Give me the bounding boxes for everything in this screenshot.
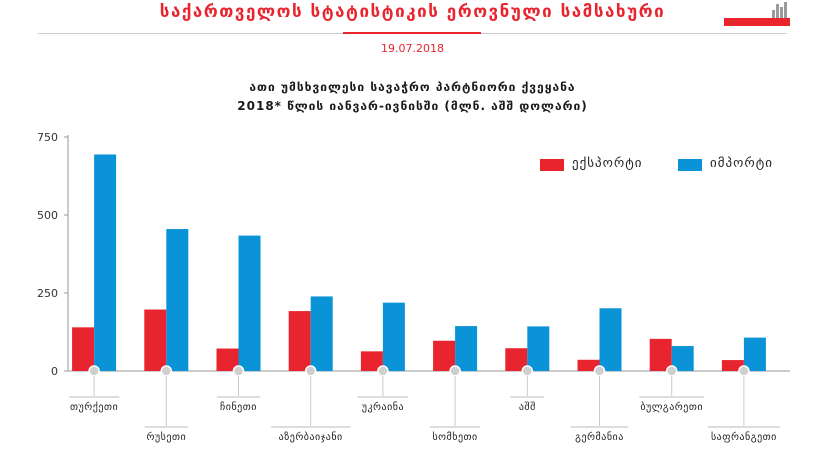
category-label: ჩინეთი bbox=[220, 401, 257, 413]
category-marker bbox=[88, 365, 100, 377]
category-label: სომხეთი bbox=[432, 431, 477, 443]
header-divider-right bbox=[481, 33, 787, 34]
bar-export bbox=[649, 338, 672, 371]
legend-swatch-export bbox=[540, 159, 564, 171]
category-marker bbox=[232, 365, 245, 377]
legend-label-export: ექსპორტი bbox=[572, 156, 643, 171]
bar-import bbox=[455, 326, 478, 371]
category-label: უკრაინა bbox=[362, 401, 404, 413]
bar-import bbox=[382, 302, 405, 371]
category-marker bbox=[665, 365, 678, 377]
category-marker bbox=[449, 365, 461, 377]
category-marker bbox=[377, 365, 389, 377]
bar-import bbox=[599, 308, 622, 371]
bar-export bbox=[360, 351, 383, 371]
bar-import bbox=[310, 296, 333, 371]
category-marker bbox=[160, 365, 173, 377]
bar-export bbox=[216, 348, 239, 371]
category-label: აზერბაიჯანი bbox=[279, 431, 343, 443]
category-label: საფრანგეთი bbox=[711, 431, 777, 443]
bar-export bbox=[144, 309, 167, 371]
category-label: გერმანია bbox=[575, 431, 624, 443]
category-marker bbox=[304, 365, 317, 377]
geostat-logo bbox=[724, 2, 790, 26]
bar-import bbox=[238, 235, 261, 371]
chart-title: ათი უმსხვილესი სავაჭრო პარტნიორი ქვეყანა bbox=[249, 80, 576, 94]
bar-import bbox=[743, 337, 766, 371]
chart-subtitle: 2018* წლის იანვარ-ივნისში (მლნ. აშშ დოლა… bbox=[237, 99, 588, 113]
legend-label-import: იმპორტი bbox=[710, 156, 773, 171]
category-marker bbox=[593, 365, 606, 377]
y-tick-label: 500 bbox=[37, 209, 58, 222]
bar-export bbox=[433, 340, 456, 371]
bar-export bbox=[72, 327, 95, 371]
y-tick-label: 0 bbox=[51, 365, 58, 378]
bar-export bbox=[577, 359, 600, 371]
header-divider-left bbox=[38, 33, 343, 34]
category-label: აშშ bbox=[519, 401, 536, 413]
bar-import bbox=[166, 229, 189, 371]
legend-swatch-import bbox=[678, 159, 702, 171]
bar-export bbox=[505, 348, 528, 371]
category-label: რუსეთი bbox=[146, 431, 186, 443]
y-tick-label: 250 bbox=[37, 287, 58, 300]
category-label: ბულგარეთი bbox=[640, 401, 703, 413]
category-marker bbox=[521, 365, 534, 377]
header-date: 19.07.2018 bbox=[381, 42, 444, 55]
category-marker bbox=[738, 365, 750, 377]
bar-import bbox=[527, 326, 550, 371]
header-title: საქართველოს სტატისტიკის ეროვნული სამსახუ… bbox=[159, 2, 666, 22]
bar-export bbox=[721, 360, 744, 371]
bar-import bbox=[94, 154, 117, 371]
header-divider-accent bbox=[343, 32, 481, 34]
y-tick-label: 750 bbox=[37, 131, 58, 144]
bar-export bbox=[288, 311, 311, 371]
bar-import bbox=[671, 346, 694, 371]
category-label: თურქეთი bbox=[70, 401, 118, 413]
